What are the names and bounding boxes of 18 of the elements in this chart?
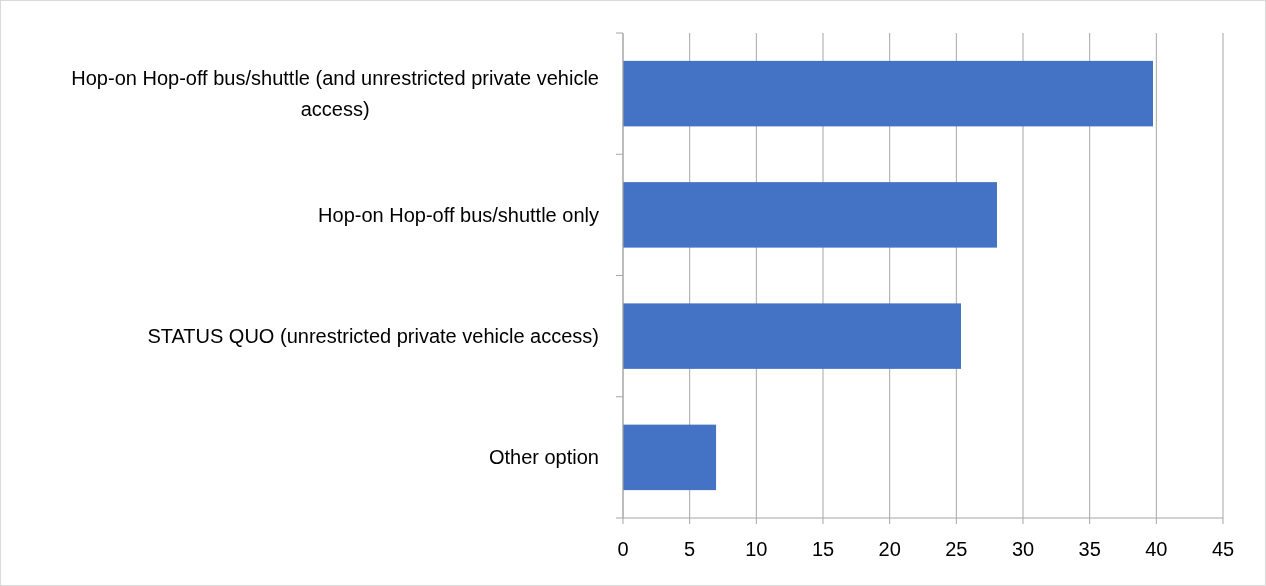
x-tick-label: 35 [1078,538,1101,560]
bar [623,60,1153,127]
x-tick-label: 0 [617,538,629,560]
x-tick-label: 45 [1211,538,1235,560]
y-tick-label: Other option [488,446,599,469]
y-tick-label: STATUS QUO (unrestricted private vehicle access) [147,325,600,348]
y-tick-label: Hop-on Hop-off bus/shuttle only [318,203,600,226]
x-tick-label: 10 [745,538,768,560]
x-tick-label: 40 [1145,538,1168,560]
bar [623,424,717,491]
y-tick-label: Hop-on Hop-off bus/shuttle (and unrestricted private vehicle access) [71,67,599,121]
x-tick-label: 5 [684,538,696,560]
x-tick-label: 25 [945,538,968,560]
x-tick-label: 30 [1011,538,1035,560]
bar [623,182,997,248]
bar [623,303,961,369]
x-tick-label: 20 [878,538,901,560]
x-tick-label: 15 [811,538,835,560]
